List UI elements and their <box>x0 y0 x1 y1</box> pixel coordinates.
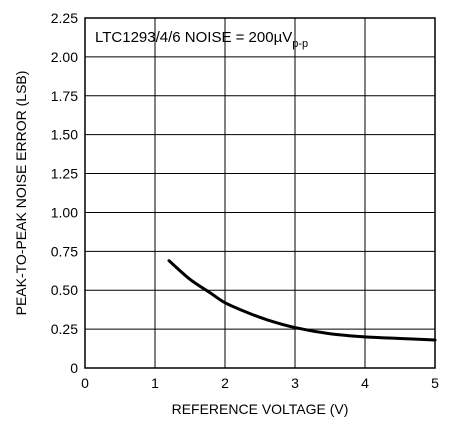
y-tick-label: 0.75 <box>51 243 78 259</box>
x-tick-label: 3 <box>291 375 299 391</box>
y-tick-label: 0.25 <box>51 321 78 337</box>
y-tick-label: 2.00 <box>51 49 78 65</box>
x-tick-label: 5 <box>431 375 439 391</box>
annotation-subscript: p-p <box>292 38 308 50</box>
x-tick-label: 4 <box>361 375 369 391</box>
y-tick-label: 1.75 <box>51 88 78 104</box>
y-tick-label: 1.00 <box>51 204 78 220</box>
noise-error-curve <box>167 259 437 342</box>
noise-annotation: LTC1293/4/6 NOISE = 200µVp-p <box>95 29 308 50</box>
x-tick-label: 2 <box>221 375 229 391</box>
plot-frame <box>84 17 436 369</box>
x-tick-label: 0 <box>81 375 89 391</box>
y-tick-label: 0.50 <box>51 282 78 298</box>
annotation-text: LTC1293/4/6 NOISE = 200µV <box>95 29 292 46</box>
x-tick-labels: 0 1 2 3 4 5 <box>81 375 439 391</box>
y-tick-labels: 0 0.25 0.50 0.75 1.00 1.25 1.50 1.75 2.00 2.25 <box>51 10 78 376</box>
y-tick-label: 1.25 <box>51 166 78 182</box>
y-axis-label: PEAK-TO-PEAK NOISE ERROR (LSB) <box>13 71 29 316</box>
y-tick-label: 2.25 <box>51 10 78 26</box>
grid <box>85 18 435 368</box>
y-tick-label: 0 <box>70 360 78 376</box>
x-tick-label: 1 <box>151 375 159 391</box>
x-axis-label: REFERENCE VOLTAGE (V) <box>172 401 349 417</box>
y-tick-label: 1.50 <box>51 127 78 143</box>
